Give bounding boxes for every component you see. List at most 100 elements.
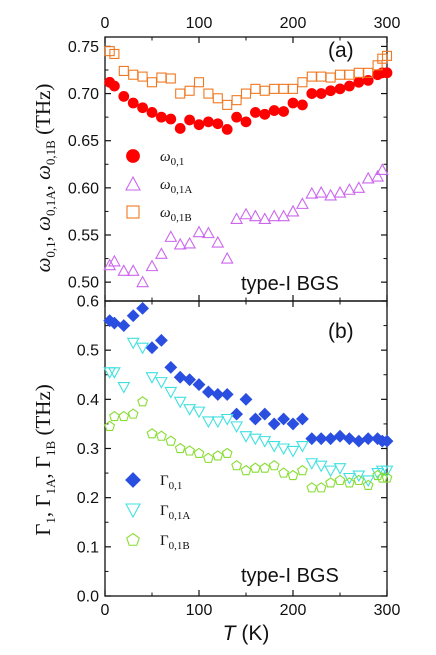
data-point (267, 417, 281, 431)
data-point (220, 413, 234, 426)
data-point (239, 431, 253, 443)
data-point (184, 445, 196, 456)
data-point (259, 85, 270, 96)
data-point (212, 450, 224, 461)
data-point (222, 99, 233, 110)
data-point (174, 442, 186, 454)
data-point (375, 163, 389, 175)
data-point (203, 88, 214, 99)
data-point (240, 88, 252, 99)
data-point (231, 460, 243, 471)
series-ω0,1A (103, 163, 389, 288)
legend-marker (125, 472, 141, 488)
data-point (127, 97, 139, 109)
legend-marker (126, 149, 140, 163)
data-point (248, 209, 262, 222)
data-point (165, 113, 177, 125)
data-point (305, 186, 319, 199)
data-point (295, 197, 309, 209)
legend-label: Γ0,1A (160, 503, 190, 522)
data-point (212, 93, 223, 104)
data-point (353, 474, 365, 486)
panel-b-points (103, 301, 394, 493)
data-point (287, 97, 299, 109)
panel-a: 0.50 0.55 0.60 0.65 0.70 0.750 100 200 300 (a) t… (31, 15, 401, 302)
x-tick-label: 100 (186, 602, 213, 619)
data-point (221, 447, 233, 459)
series-Γ0,1 (103, 301, 394, 448)
data-point (192, 406, 206, 419)
data-point (296, 99, 308, 111)
legend-label: Γ0,1B (160, 533, 190, 552)
y-tick-label: 0.60 (68, 180, 99, 197)
panel-b-label: (b) (328, 320, 354, 343)
data-point (333, 463, 347, 475)
y-tick-label: 0.0 (77, 589, 99, 606)
legend-label: ω0,1 (160, 149, 184, 168)
data-point (201, 385, 215, 399)
data-point (193, 77, 205, 88)
data-point (118, 91, 130, 102)
data-point (165, 435, 177, 446)
data-point (146, 428, 158, 439)
y-tick-label: 0.6 (77, 294, 99, 311)
data-point (278, 467, 290, 478)
data-point (165, 73, 176, 84)
x-tick-label: 300 (374, 602, 401, 619)
panel-a-y-axis-title: ω0,1, ω0,1A, ω0,1B (THz) (31, 84, 58, 273)
data-point (258, 436, 272, 448)
x-tick-label: 200 (280, 602, 307, 619)
data-point (353, 76, 365, 88)
x-tick-label: 0 (101, 602, 110, 619)
data-point (342, 183, 356, 195)
panel-a-tick-labels: 0.50 0.55 0.60 0.65 0.70 0.750 100 200 300 (68, 15, 401, 292)
x-top-tick-label: 0 (101, 15, 110, 32)
data-point (267, 209, 281, 222)
data-point (352, 434, 366, 448)
data-point (128, 69, 139, 80)
data-point (240, 116, 252, 128)
data-point (250, 83, 261, 94)
data-point (239, 207, 253, 220)
data-point (184, 114, 196, 126)
data-point (136, 275, 150, 288)
data-point (343, 80, 355, 92)
data-point (154, 377, 168, 389)
data-point (277, 209, 291, 222)
data-point (220, 387, 234, 401)
data-point (164, 360, 178, 374)
data-point (258, 407, 272, 421)
legend-marker (126, 205, 140, 219)
panel-a-points (103, 46, 393, 288)
data-point (202, 452, 214, 463)
data-point (269, 83, 280, 94)
panel-a-label: (a) (328, 39, 354, 62)
data-point (258, 212, 272, 225)
data-point (183, 373, 197, 387)
data-point (267, 440, 281, 453)
data-point (259, 462, 271, 473)
data-point (154, 247, 168, 259)
data-point (146, 107, 158, 118)
y-tick-label: 0.1 (77, 539, 99, 556)
data-point (117, 381, 131, 394)
panel-b-legend: Γ0,1 Γ0,1A Γ0,1B (125, 472, 190, 552)
data-point (381, 67, 393, 79)
data-point (137, 396, 149, 407)
data-point (146, 77, 158, 88)
data-point (259, 108, 271, 120)
data-point (344, 69, 355, 80)
data-point (156, 72, 167, 83)
data-point (126, 309, 140, 323)
data-point (239, 392, 253, 406)
data-point (353, 67, 364, 78)
x-top-tick-label: 100 (186, 15, 213, 32)
data-point (334, 83, 346, 95)
data-point (231, 111, 243, 123)
data-point (126, 264, 140, 276)
data-point (201, 416, 215, 429)
data-point (352, 470, 366, 483)
data-point (155, 430, 167, 441)
legend-marker (126, 532, 140, 546)
data-point (193, 119, 205, 131)
